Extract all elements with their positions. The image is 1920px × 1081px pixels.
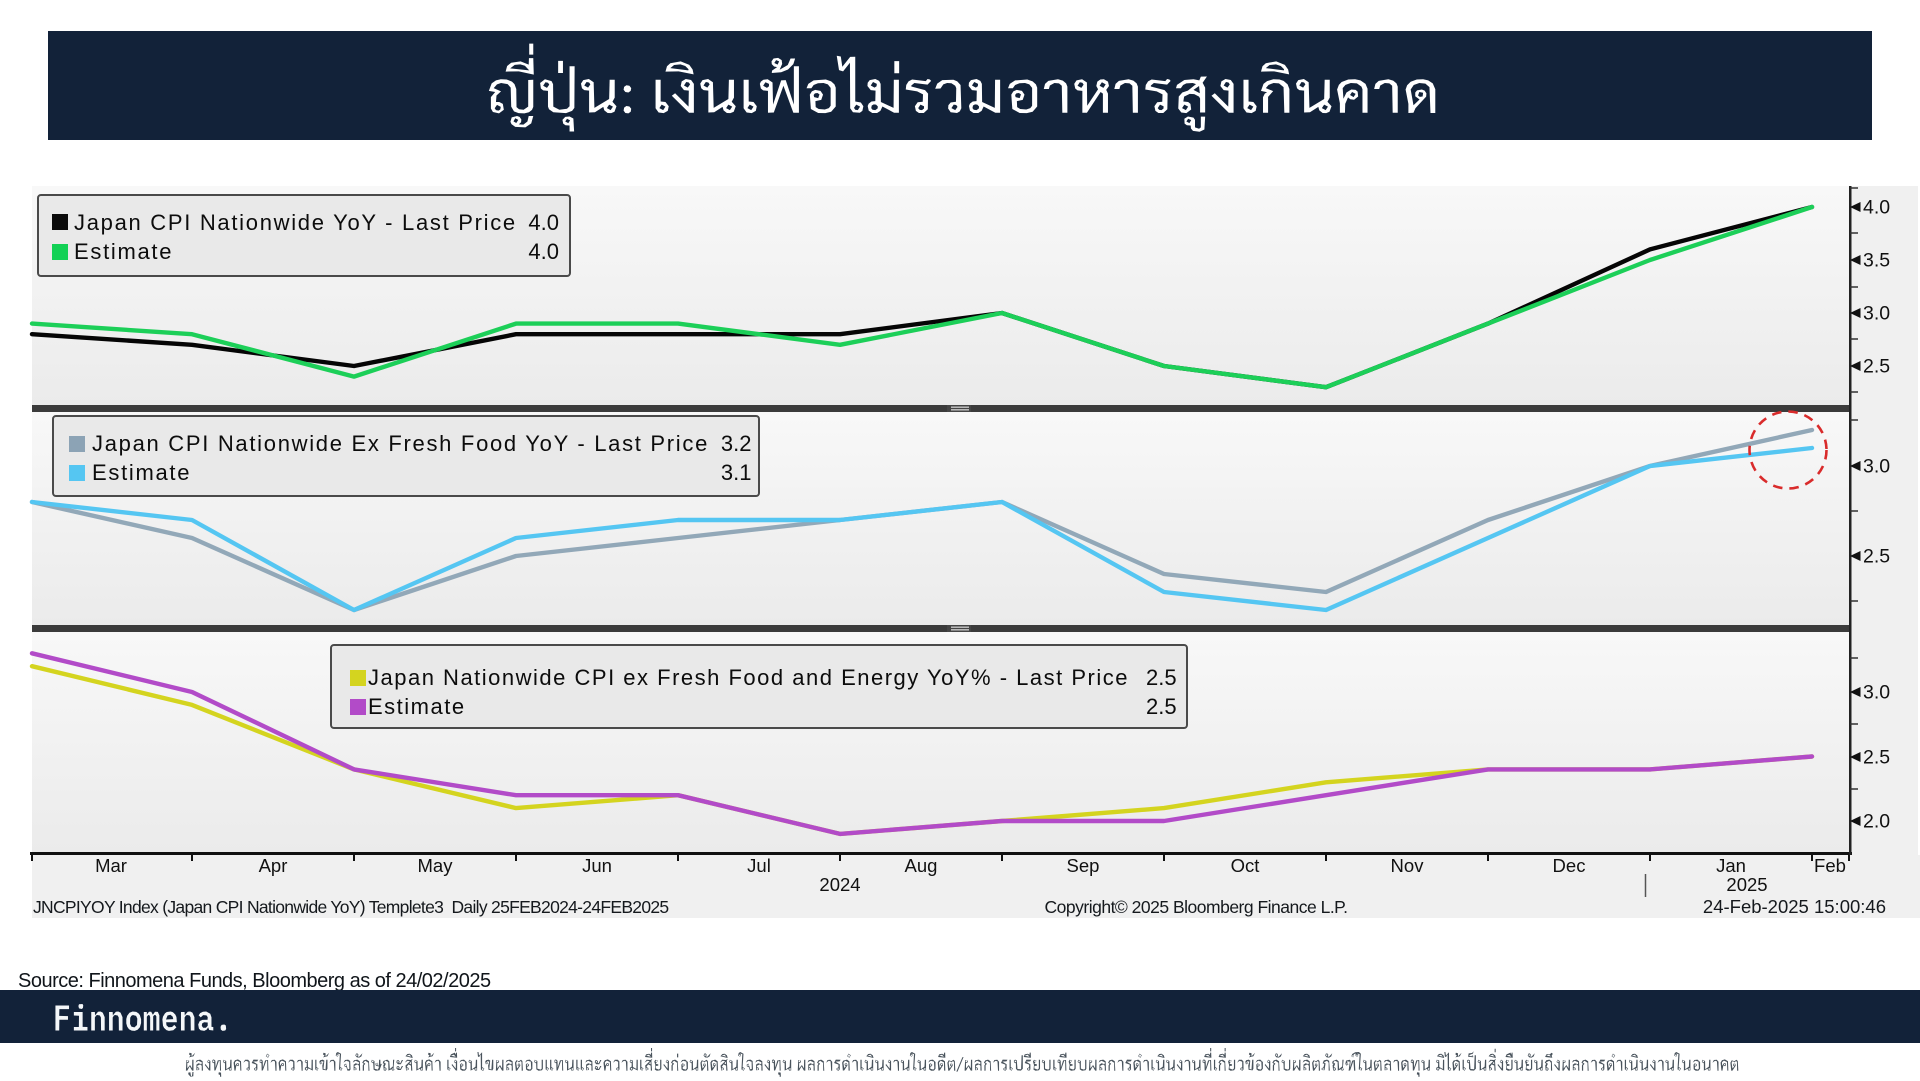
svg-text:2024: 2024 [819, 874, 860, 895]
svg-text:3.0: 3.0 [1863, 303, 1890, 325]
svg-text:Mar: Mar [95, 855, 127, 876]
svg-text:May: May [418, 855, 454, 876]
svg-text:3.0: 3.0 [1863, 456, 1890, 478]
svg-text:4.0: 4.0 [1863, 197, 1890, 219]
svg-text:3.0: 3.0 [1863, 682, 1890, 704]
svg-text:2025: 2025 [1726, 874, 1767, 895]
svg-text:Jan: Jan [1716, 855, 1746, 876]
svg-text:Sep: Sep [1067, 855, 1100, 876]
svg-text:Nov: Nov [1391, 855, 1425, 876]
svg-text:Feb: Feb [1814, 855, 1846, 876]
svg-text:2.5: 2.5 [1863, 747, 1890, 769]
svg-text:2.5: 2.5 [1863, 356, 1890, 378]
svg-text:Apr: Apr [259, 855, 288, 876]
svg-text:Dec: Dec [1553, 855, 1586, 876]
svg-text:2.5: 2.5 [1863, 546, 1890, 568]
svg-text:Jun: Jun [582, 855, 612, 876]
svg-text:Aug: Aug [905, 855, 938, 876]
svg-text:3.5: 3.5 [1863, 250, 1890, 272]
svg-text:Jul: Jul [747, 855, 771, 876]
svg-text:2.0: 2.0 [1863, 811, 1890, 833]
svg-text:Oct: Oct [1231, 855, 1260, 876]
